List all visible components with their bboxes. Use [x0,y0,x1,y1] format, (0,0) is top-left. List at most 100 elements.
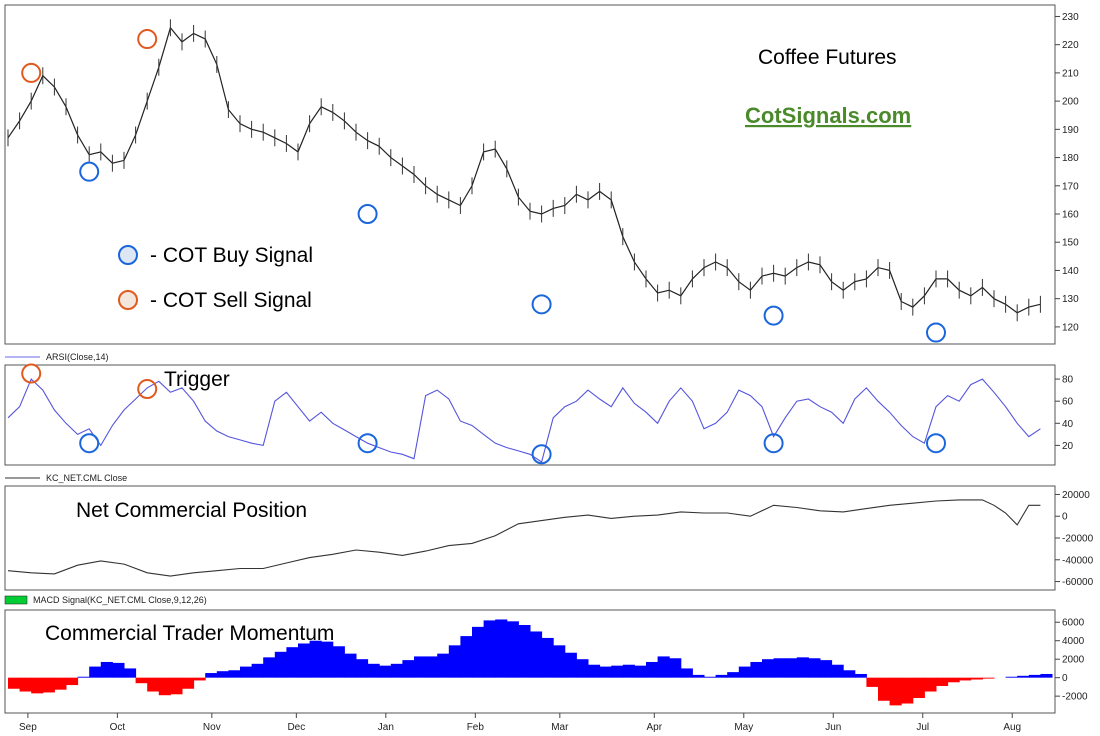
price-ytick-label-5: 170 [1062,181,1079,192]
price-ytick-label-0: 120 [1062,322,1079,333]
macd-bar [472,626,485,678]
legend-sell-marker [118,290,138,310]
net-ytick-label-4: -60000 [1062,577,1094,588]
macd-bar [332,646,345,678]
macd-bar [762,659,775,678]
macd-bar [738,666,751,678]
x-tick-label: Feb [467,722,485,733]
macd-bar [100,661,113,678]
macd-bar [634,665,647,678]
macd-bar [576,659,589,678]
price-ytick-label-9: 210 [1062,68,1079,79]
macd-bar [205,673,218,678]
macd-ytick-label-0: 6000 [1062,618,1085,629]
net-ytick-label-3: -40000 [1062,555,1094,566]
macd-bar [8,677,21,689]
macd-bar [240,666,253,678]
macd-bar [147,677,160,692]
macd-bar [796,657,809,678]
macd-bar [715,674,728,678]
brand-link[interactable]: CotSignals.com [745,103,911,128]
macd-ytick-label-2: 2000 [1062,655,1085,666]
macd-bar [854,673,867,678]
macd-bar [518,625,531,678]
macd-bar [866,677,879,687]
macd-bar [1028,674,1041,678]
macd-header-swatch [4,595,28,605]
macd-bar [924,677,937,692]
macd-bar [298,643,311,678]
net-series-line [7,499,1041,577]
net-ytick-label-1: 0 [1062,512,1068,523]
macd-bar [1005,676,1018,678]
legend-buy-marker [118,245,138,265]
macd-bar [622,664,635,678]
macd-bar [982,677,995,679]
macd-bar [831,664,844,678]
rsi-ytick-label-2: 60 [1062,397,1074,408]
macd-bar [704,676,717,678]
macd-bar [228,670,241,678]
macd-bar [263,657,276,678]
x-tick-label: Mar [551,722,569,733]
macd-bar [959,677,972,681]
rsi-buy-signal [79,433,100,454]
rsi-buy-signal [357,433,378,454]
price-ytick-label-8: 200 [1062,97,1079,108]
macd-bar [112,662,125,678]
price-buy-signal [763,305,784,326]
macd-bar [727,672,740,678]
price-sell-signal [21,62,42,83]
rsi-series-line [7,378,1041,463]
rsi-buy-signal [926,433,946,454]
macd-bar [216,671,229,678]
macd-bar [344,653,357,678]
macd-bar [878,677,891,701]
macd-annotation: Commercial Trader Momentum [45,622,334,645]
macd-bar [42,677,55,693]
macd-bar [309,640,322,678]
macd-bar [750,661,763,678]
price-ytick-label-11: 230 [1062,12,1079,23]
x-tick-label: Dec [287,722,305,733]
macd-bar [77,676,90,678]
x-tick-label: Oct [110,722,126,733]
price-buy-signal [79,161,100,182]
macd-bar [193,677,206,681]
rsi-sell-signal [21,363,42,384]
macd-bar [158,677,171,696]
macd-header-label: MACD Signal(KC_NET.CML Close,9,12,26) [33,595,207,605]
macd-bar [437,653,450,678]
x-tick-label: Jul [916,722,929,733]
chart-marks: 120 130 140 150 160 170 180 190 200 210 220 230 20 40… [7,12,1094,733]
macd-bar [773,658,786,678]
net-panel [4,485,1056,591]
price-buy-signal [357,204,378,225]
macd-bar [379,665,392,678]
price-panel [4,4,1056,345]
macd-bar [66,677,79,686]
macd-bar [646,661,659,678]
macd-bar [843,670,856,678]
macd-bar [367,663,380,678]
macd-bar [680,668,693,678]
net-header-label: KC_NET.CML Close [46,473,127,483]
macd-bar [599,666,612,678]
macd-bar [692,674,705,678]
macd-ytick-label-1: 4000 [1062,636,1085,647]
chart-title: Coffee Futures [758,46,897,69]
macd-bar [1017,675,1030,678]
macd-bar [808,658,821,678]
macd-bar [274,651,287,678]
macd-bar [124,668,137,678]
macd-bar [135,677,148,684]
macd-bar [89,666,102,678]
macd-bar [1040,673,1053,678]
macd-bar [901,677,914,704]
rsi-panel [4,364,1056,466]
price-buy-signal [531,294,552,315]
macd-bar [448,645,461,678]
price-ytick-label-7: 190 [1062,125,1079,136]
macd-bar [541,637,554,678]
macd-bar [936,677,949,686]
